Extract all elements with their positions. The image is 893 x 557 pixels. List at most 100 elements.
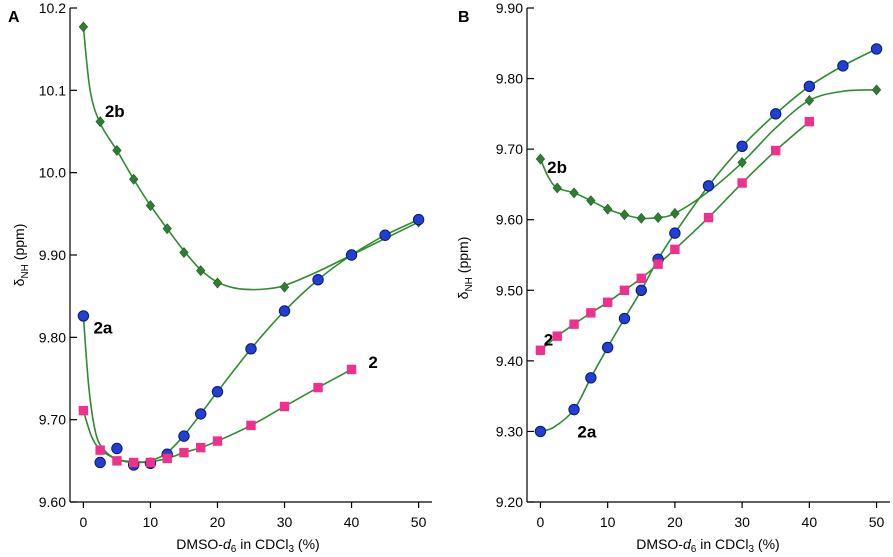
panel-a-point-2a [345, 249, 358, 261]
panel-b-point-2 [552, 331, 562, 341]
panel-b-curve-2b [539, 89, 877, 220]
panel-b-series-label-2b: 2b [547, 158, 567, 177]
panel-a-plot-area: 9.60 9.70 9.80 9.90 10.0 10.1 10.2 0 10 20 30 40 50 2… [39, 0, 432, 530]
panel-b-point-2a [770, 108, 782, 120]
panel-b-point-2a [635, 284, 647, 296]
panel-a-y-axis-title: δNH (ppm) [11, 224, 31, 287]
panel-b-y-axis-subscript: NH [464, 277, 475, 291]
panel-b-point-2a [585, 372, 597, 384]
panel-a-point-2 [128, 457, 139, 468]
panel-b-point-2a [534, 425, 547, 438]
panel-a-series-label-2b: 2b [105, 102, 125, 121]
panel-a-point-2 [279, 401, 290, 412]
panel-a-y-axis-subscript: NH [20, 264, 31, 278]
panel-b-point-2 [771, 145, 781, 156]
panel-a-point-2 [246, 420, 256, 431]
panel-a-point-2a [94, 456, 106, 469]
panel-b-point-2 [619, 285, 630, 295]
panel-b-point-2 [586, 308, 596, 318]
panel-b-y-tick-label: 9.70 [496, 141, 523, 157]
panel-b-plot-area: 9.20 9.30 9.40 9.50 9.60 9.70 9.80 9.90 0 10 20 30 4… [496, 0, 890, 530]
panel-a-x-tick-label: 30 [277, 514, 293, 530]
panel-b-point-2b [804, 94, 814, 106]
panel-a-point-2 [196, 442, 206, 453]
panel-a-point-2b [78, 21, 89, 33]
panel-a-series-label-2a: 2a [93, 318, 112, 337]
panel-a-x-tick-label: 40 [344, 514, 360, 530]
panel-b-x-tick-label: 50 [869, 514, 885, 530]
panel-b-point-2b [586, 195, 596, 207]
panel-b-point-2b [535, 153, 546, 165]
panel-b-point-2b [569, 187, 579, 199]
panel-b-point-2b [603, 203, 613, 215]
panel-b-x-tick-label: 20 [667, 514, 683, 530]
panel-a-y-tick-label: 10.1 [39, 82, 66, 98]
panel-a-y-tick-label: 9.80 [39, 329, 66, 345]
panel-a-point-2b [145, 200, 156, 212]
panel-b-point-2 [703, 212, 714, 223]
panel-b-point-2b [552, 182, 562, 194]
panel-b-point-2a [618, 312, 631, 325]
panel-b-x-tick-label: 0 [537, 514, 545, 530]
panel-b-point-2b [653, 212, 663, 224]
panel-b-y-tick-label: 9.20 [496, 494, 523, 510]
panel-a-point-2b [129, 173, 139, 185]
panel-a-x-tick-label: 0 [80, 514, 88, 530]
panel-b-point-2b [871, 84, 882, 96]
panel-a-x-axis-title: DMSO-d6 in CDCl3 (%) [176, 536, 319, 555]
panel-b-y-axis-title: δNH (ppm) [455, 237, 475, 300]
panel-b-y-tick-label: 9.30 [496, 423, 523, 439]
panel-a-point-2 [112, 456, 122, 466]
panel-b-series-label-2a: 2a [577, 422, 596, 441]
panel-b-point-2b [636, 212, 646, 224]
panel-b-point-2 [653, 259, 663, 269]
panel-a-point-2b [212, 277, 223, 289]
panel-a-point-2 [212, 436, 223, 446]
panel-a-curve-2 [82, 368, 352, 463]
panel-a-y-tick-label: 10.0 [39, 165, 66, 181]
panel-a-point-2a [111, 442, 123, 455]
panel-a-curve-2b [82, 26, 419, 291]
panel-a-point-2b [112, 144, 122, 156]
panel-b-point-2a [870, 43, 883, 55]
panel-a-y-tick-label: 9.70 [39, 412, 66, 428]
panel-b-point-2 [569, 319, 579, 329]
panel-b-x-tick-label: 40 [802, 514, 818, 530]
panel-a-point-2a [195, 408, 207, 420]
panel-b-point-2 [737, 178, 747, 188]
panel-b-point-2 [535, 345, 546, 355]
panel-a-point-2a [178, 430, 190, 442]
panel-a-point-2b [95, 116, 105, 128]
panel-a-point-2 [95, 445, 105, 455]
panel-a-x-tick-label: 50 [411, 514, 427, 530]
panel-b-point-2b [670, 207, 680, 219]
panel-a-point-2 [346, 364, 357, 375]
panel-a-point-2 [313, 382, 323, 393]
panel-a-point-2a [77, 310, 90, 322]
panel-b-point-2b [619, 209, 630, 221]
panel-a-letter: A [8, 9, 20, 26]
panel-a-y-axis-unit: (ppm) [11, 224, 27, 264]
panel-a-point-2 [145, 457, 156, 468]
panel-a-point-2 [179, 447, 189, 458]
panel-b-point-2a [669, 227, 681, 239]
panel-a-y-tick-label: 9.90 [39, 247, 66, 263]
panel-a-x-tick-label: 10 [143, 514, 159, 530]
panel-a-point-2a [278, 305, 291, 317]
panel-b-y-tick-label: 9.60 [496, 212, 523, 228]
panel-b-point-2a [568, 403, 580, 416]
panel-b-point-2 [804, 116, 815, 127]
panel-a-point-2a [379, 229, 391, 241]
panel-a-point-2a [211, 385, 224, 398]
panel-b: B δNH (ppm) DMSO-d6 in CDCl3 (%) 9.20 9.3… [455, 0, 890, 555]
panel-b-point-2a [702, 180, 715, 192]
panel-b-y-axis-unit: (ppm) [455, 237, 471, 277]
panel-b-point-2 [636, 273, 646, 283]
panel-b-y-tick-label: 9.90 [496, 0, 523, 16]
panel-b-point-2a [736, 140, 748, 153]
panel-b-point-2 [602, 297, 613, 307]
panel-b-point-2 [670, 244, 680, 255]
panel-a-point-2b [196, 265, 206, 277]
panel-b-x-axis-title: DMSO-d6 in CDCl3 (%) [636, 536, 779, 555]
panel-a-point-2a [412, 213, 425, 226]
